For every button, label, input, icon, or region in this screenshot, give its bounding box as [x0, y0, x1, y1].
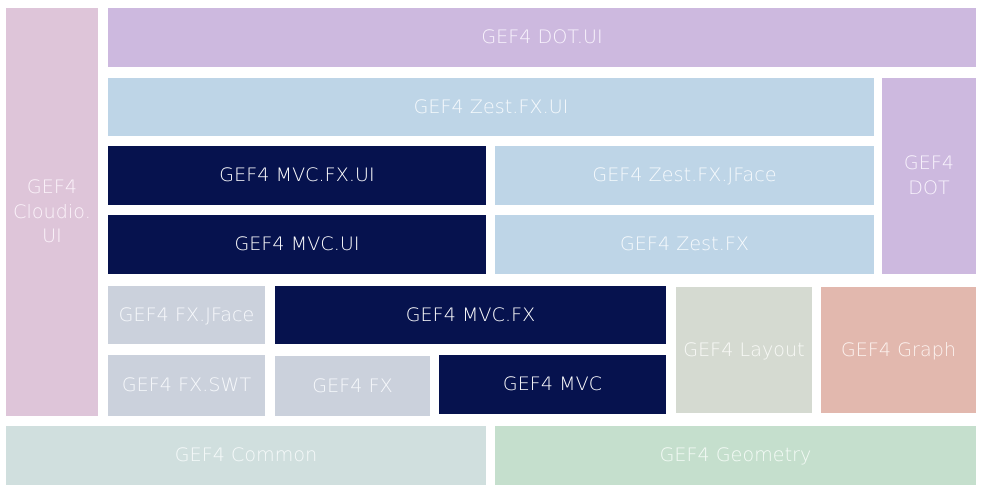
block-mvc: GEF4 MVC [439, 355, 666, 414]
block-mvc-label: GEF4 MVC [502, 373, 603, 396]
block-zest-fx-ui-label: GEF4 Zest.FX.UI [413, 95, 569, 118]
block-zest-fx-jface: GEF4 Zest.FX.JFace [495, 146, 874, 205]
block-geometry: GEF4 Geometry [495, 426, 976, 485]
block-mvc-fx-ui: GEF4 MVC.FX.UI [108, 146, 486, 205]
block-fx-swt: GEF4 FX.SWT [108, 355, 265, 416]
block-mvc-ui-label: GEF4 MVC.UI [234, 233, 360, 256]
block-mvc-fx: GEF4 MVC.FX [275, 286, 666, 344]
block-graph: GEF4 Graph [821, 287, 976, 413]
block-cloudio-ui: GEF4 Cloudio. UI [6, 8, 98, 416]
block-fx-jface: GEF4 FX.JFace [108, 286, 265, 344]
block-cloudio-ui-label: GEF4 Cloudio. UI [13, 175, 91, 248]
block-dot: GEF4 DOT [882, 78, 976, 274]
block-fx-label: GEF4 FX [312, 374, 393, 397]
block-mvc-ui: GEF4 MVC.UI [108, 215, 486, 274]
block-dot-label: GEF4 DOT [903, 152, 955, 199]
block-zest-fx-ui: GEF4 Zest.FX.UI [108, 78, 874, 136]
block-fx: GEF4 FX [275, 356, 430, 416]
block-layout-label: GEF4 Layout [683, 338, 805, 361]
block-common: GEF4 Common [6, 426, 486, 485]
block-graph-label: GEF4 Graph [840, 338, 957, 361]
block-fx-swt-label: GEF4 FX.SWT [121, 374, 252, 397]
block-zest-fx-jface-label: GEF4 Zest.FX.JFace [592, 164, 777, 187]
block-dot-ui: GEF4 DOT.UI [108, 8, 976, 67]
block-dot-ui-label: GEF4 DOT.UI [481, 26, 603, 49]
block-zest-fx-label: GEF4 Zest.FX [619, 233, 750, 256]
block-zest-fx: GEF4 Zest.FX [495, 215, 874, 274]
block-mvc-fx-label: GEF4 MVC.FX [405, 303, 536, 326]
block-mvc-fx-ui-label: GEF4 MVC.FX.UI [219, 164, 375, 187]
block-geometry-label: GEF4 Geometry [659, 444, 812, 467]
block-fx-jface-label: GEF4 FX.JFace [118, 303, 255, 326]
block-layout: GEF4 Layout [676, 287, 812, 413]
block-common-label: GEF4 Common [174, 444, 318, 467]
